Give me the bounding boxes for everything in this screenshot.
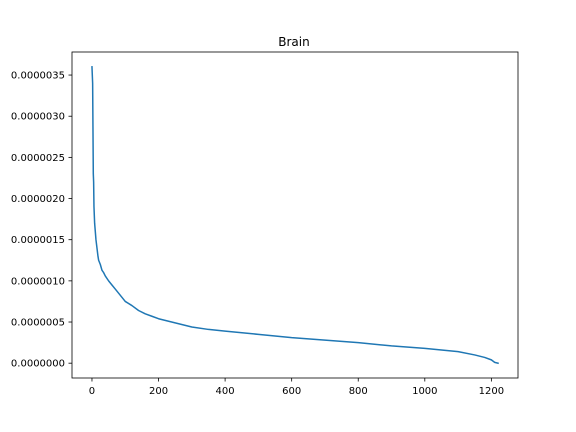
- y-axis: 0.0000000 0.0000005 0.0000010 0.0000015 0.00…: [11, 71, 72, 370]
- y-tick-label: 0.0000020: [11, 194, 65, 205]
- x-tick-label: 0: [89, 386, 95, 397]
- x-tick-label: 800: [349, 386, 368, 397]
- x-tick-label: 1200: [479, 386, 504, 397]
- plot-frame: [71, 51, 519, 379]
- y-tick-label: 0.0000035: [11, 71, 65, 82]
- y-tick-label: 0.0000010: [11, 276, 65, 287]
- y-tick-label: 0.0000000: [11, 359, 65, 370]
- x-tick-label: 600: [282, 386, 301, 397]
- x-axis: 0 200 400 600 800 1000 1200: [89, 378, 504, 397]
- x-tick-label: 400: [216, 386, 235, 397]
- x-tick-label: 200: [149, 386, 168, 397]
- y-tick-label: 0.0000005: [11, 318, 65, 329]
- y-tick-label: 0.0000015: [11, 235, 65, 246]
- y-tick-label: 0.0000025: [11, 153, 65, 164]
- chart-title: Brain: [278, 35, 309, 49]
- series-line: [91, 66, 499, 365]
- y-tick-label: 0.0000030: [11, 112, 65, 123]
- x-tick-label: 1000: [412, 386, 437, 397]
